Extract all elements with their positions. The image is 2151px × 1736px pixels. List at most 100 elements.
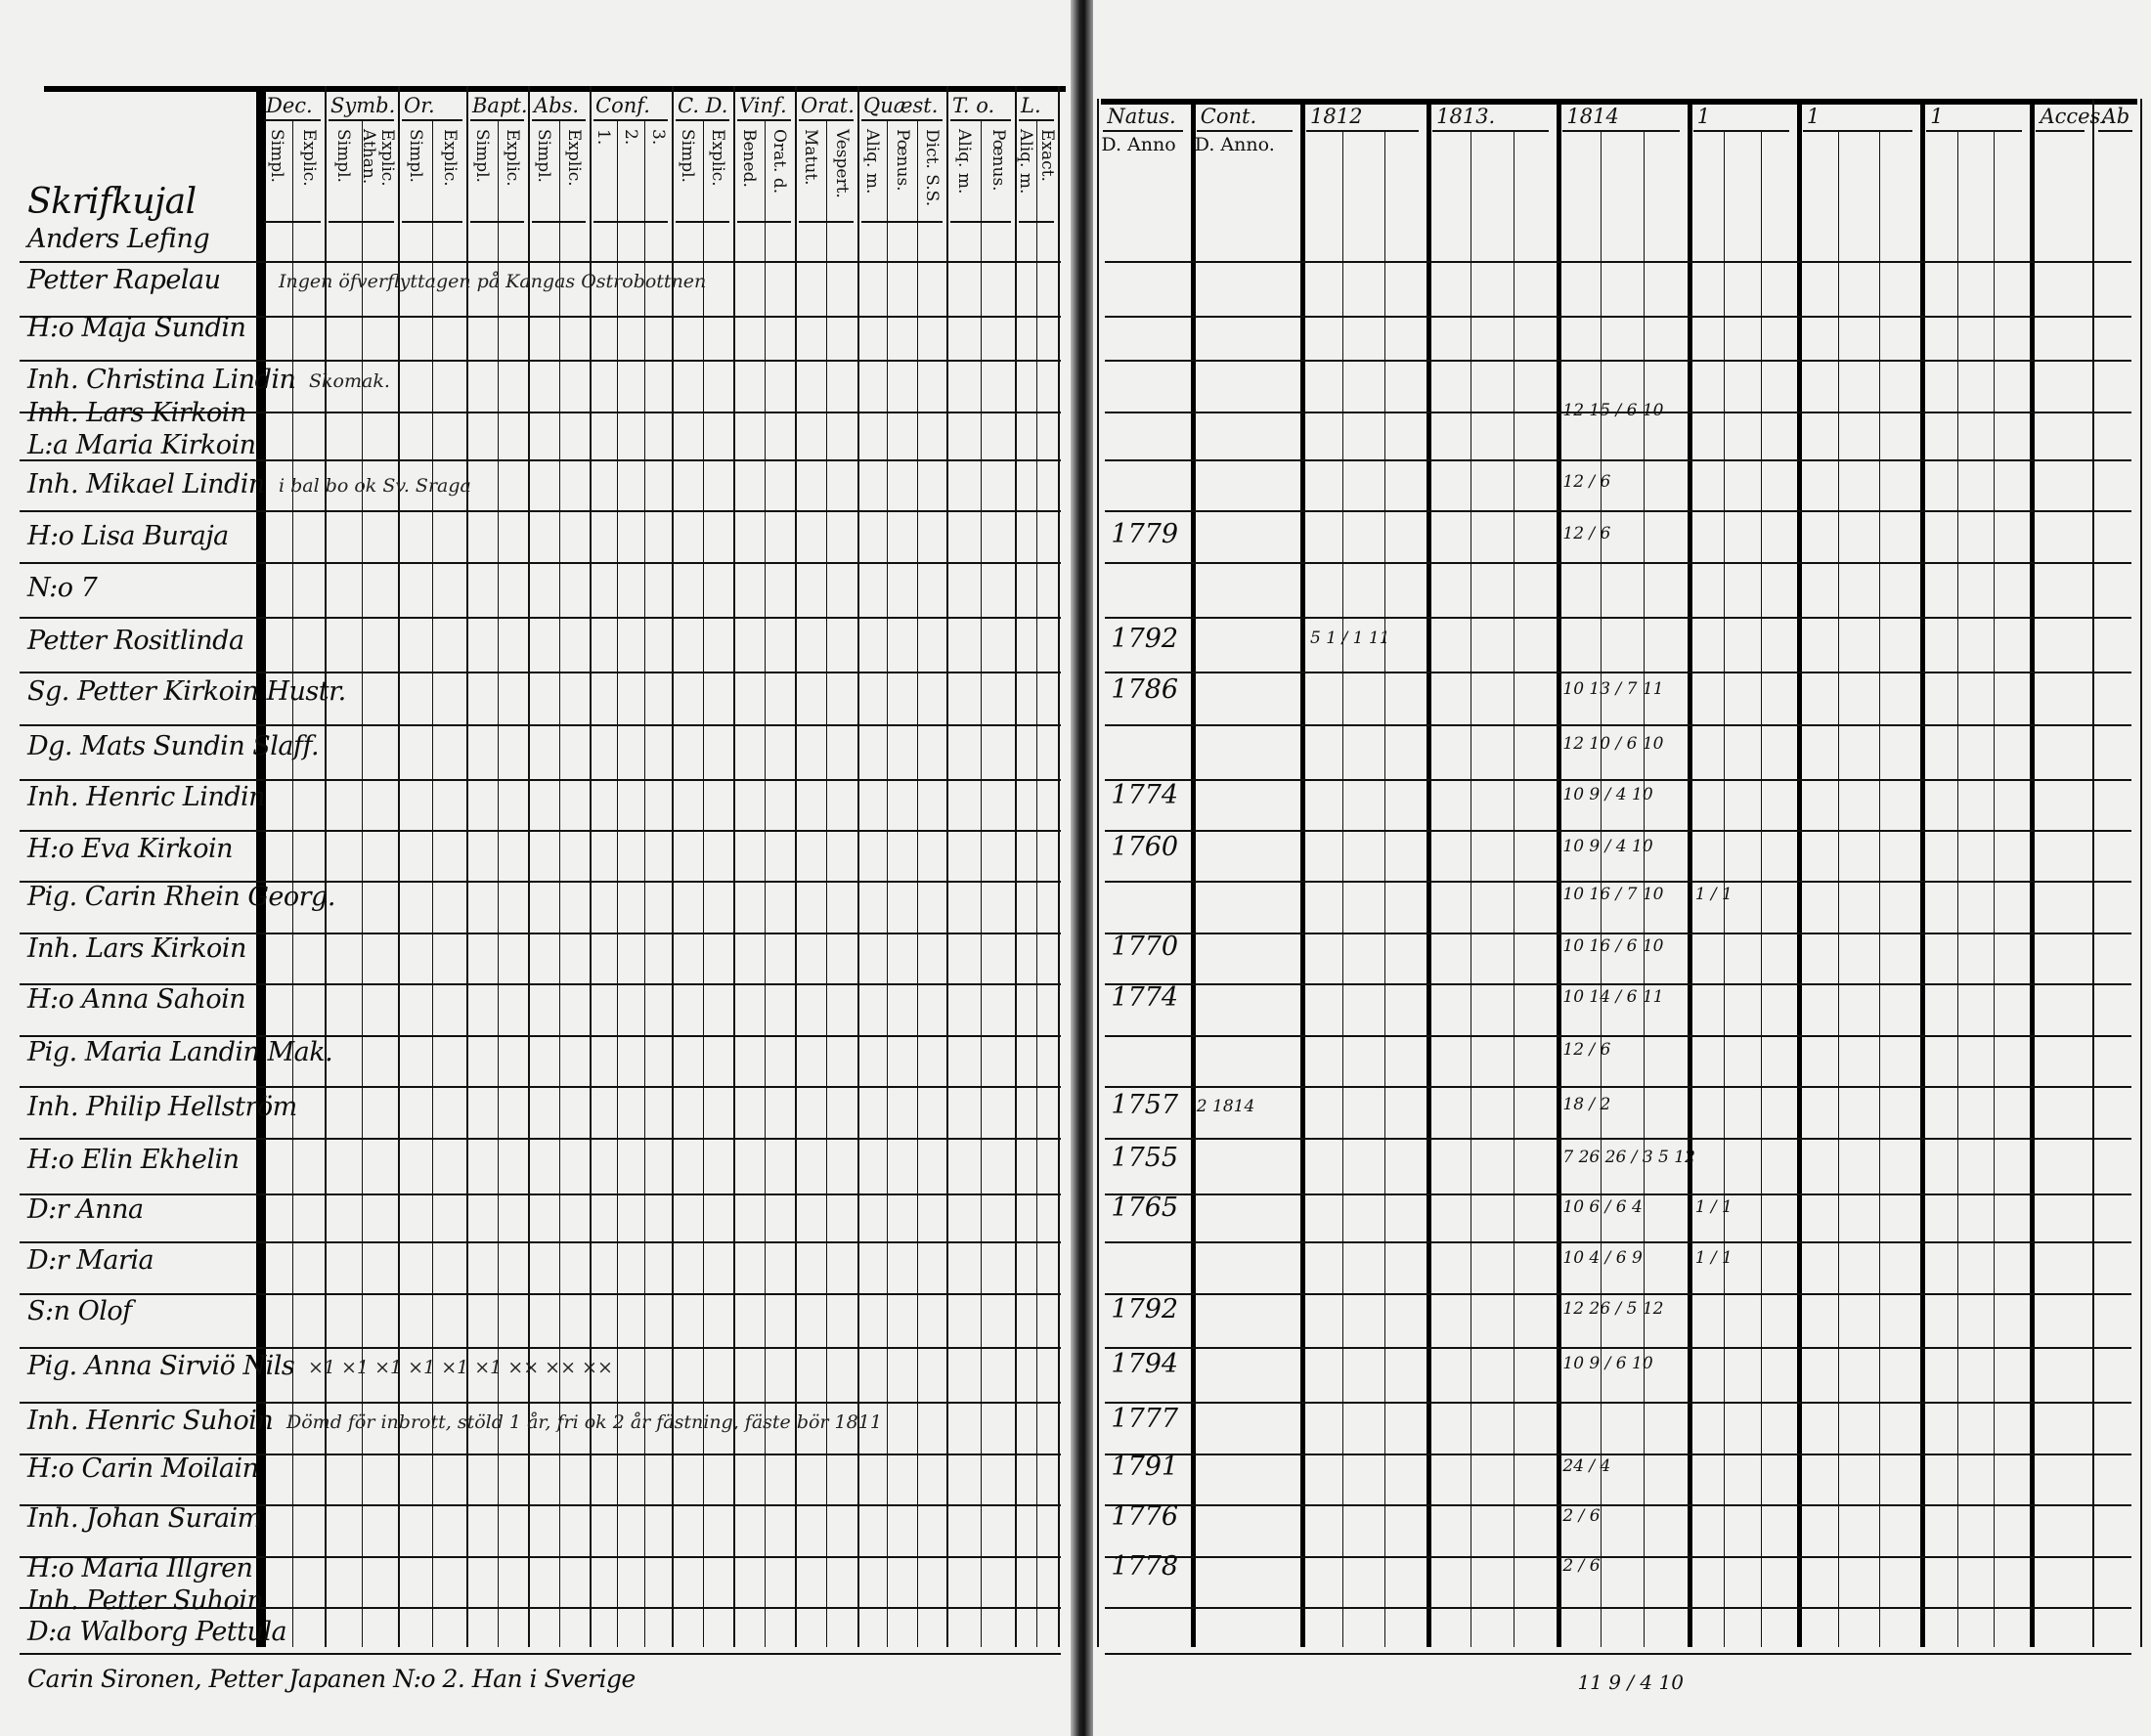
column-divider — [590, 86, 592, 1647]
row-rule — [20, 933, 1061, 935]
mark-1814: 10 13 / 7 11 — [1562, 678, 1664, 699]
row-rule — [1105, 411, 2131, 413]
column-subheader: D. Anno. — [1194, 134, 1275, 155]
register-name: Inh. Philip Hellström — [27, 1091, 297, 1122]
row-rule — [20, 359, 1061, 362]
subcolumn-divider — [292, 119, 293, 1647]
subcolumn-divider — [558, 119, 560, 1647]
column-subheader: 1. — [593, 129, 613, 146]
mark-1814: 12 10 / 6 10 — [1562, 733, 1664, 754]
register-name: N:o 7 — [27, 573, 98, 604]
register-name: H:o Eva Kirkoin — [27, 833, 233, 864]
column-subheader: 3. — [648, 129, 668, 146]
row-rule — [20, 1138, 1061, 1141]
birth-year: 1794 — [1111, 1348, 1179, 1379]
row-rule — [20, 1556, 1061, 1559]
row-rule — [1105, 1454, 2131, 1456]
column-subheader: Explic. — [503, 129, 522, 187]
mark-1814: 10 9 / 4 10 — [1562, 784, 1653, 804]
header-sub-rule — [1306, 130, 1420, 132]
column-subheader: Aliq. m. — [862, 129, 882, 195]
column-subheader: Vespert. — [832, 129, 852, 198]
subcolumn-divider — [764, 119, 766, 1647]
column-divider — [1058, 86, 1060, 1647]
column-divider — [672, 86, 674, 1647]
mark-1814: 10 6 / 6 4 — [1562, 1196, 1643, 1217]
subcolumn-divider — [1838, 132, 1840, 1647]
row-rule — [20, 1401, 1061, 1404]
column-header: T. o. — [952, 94, 995, 117]
row-rule — [20, 1086, 1061, 1089]
column-header: Ab — [2101, 105, 2130, 128]
register-name: Petter Rositlinda — [27, 625, 244, 656]
column-subheader: Simpl. — [534, 129, 553, 183]
subcolumn-divider — [916, 119, 918, 1647]
mark-1814: 10 4 / 6 9 — [1562, 1247, 1643, 1268]
subcolumn-divider — [432, 119, 433, 1647]
column-subheader: Orat. d. — [769, 129, 789, 195]
column-divider — [733, 86, 735, 1647]
column-subheader: 2. — [621, 129, 640, 146]
register-name: H:o Anna Sahoin — [27, 984, 246, 1016]
column-divider — [1097, 99, 1100, 1647]
row-rule — [1105, 1346, 2131, 1349]
mark-1814: 12 / 6 — [1562, 471, 1611, 492]
row-rule — [20, 617, 1061, 620]
mark-1814: 7 26 26 / 3 5 12 — [1562, 1148, 1695, 1168]
column-divider — [1557, 99, 1562, 1647]
subcolumn-divider — [702, 119, 704, 1647]
row-rule — [1105, 1193, 2131, 1195]
row-rule — [1105, 829, 2131, 832]
row-rule — [20, 315, 1061, 318]
row-rule — [1105, 1138, 2131, 1141]
mark-1814: 10 16 / 6 10 — [1562, 936, 1664, 957]
column-header: Vinf. — [739, 94, 787, 117]
register-name: D:r Anna — [27, 1194, 144, 1225]
register-name: Inh. Lars Kirkoin — [27, 933, 246, 965]
header-sub-rule — [2036, 130, 2085, 132]
header-sub-rule — [1802, 130, 1913, 132]
row-rule — [1105, 617, 2131, 620]
birth-year: 1786 — [1111, 673, 1179, 705]
row-annotation: Dömd för inbrott, stöld 1 år, fri ok 2 å… — [286, 1410, 882, 1433]
column-divider — [2091, 99, 2094, 1647]
row-rule — [1105, 562, 2131, 565]
column-divider — [398, 86, 400, 1647]
column-divider — [466, 86, 468, 1647]
register-name: D:r Maria — [27, 1244, 154, 1276]
register-name: Inh. Henric Lindin — [27, 781, 266, 812]
row-rule — [20, 829, 1061, 832]
column-header: L. — [1021, 94, 1041, 117]
row-rule — [1105, 880, 2131, 883]
header-sub-rule — [1692, 130, 1789, 132]
column-subheader: D. Anno — [1101, 134, 1176, 155]
subcolumn-divider — [497, 119, 499, 1647]
birth-year: 1792 — [1111, 1293, 1179, 1324]
column-header: Cont. — [1200, 105, 1257, 128]
column-divider — [1427, 99, 1432, 1647]
row-rule — [20, 1035, 1061, 1038]
row-rule — [1105, 1293, 2131, 1296]
mark-1814: 12 15 / 6 10 — [1562, 400, 1664, 420]
row-annotation: Ingen öfverflyttagen på Kangas Ostrobott… — [279, 270, 707, 292]
mark-1814: 18 / 2 — [1562, 1094, 1611, 1114]
column-divider — [1687, 99, 1692, 1647]
mark-1814: 10 14 / 6 11 — [1562, 987, 1664, 1008]
footer-mark: 11 9 / 4 10 — [1577, 1671, 1684, 1695]
row-rule — [1105, 982, 2131, 985]
birth-year: 1765 — [1111, 1192, 1179, 1223]
row-rule — [20, 1504, 1061, 1507]
column-header: Or. — [404, 94, 435, 117]
row-rule — [20, 260, 1061, 263]
row-annotation: Skomak. — [309, 370, 390, 393]
names-column-edge — [256, 86, 262, 1647]
book-binding — [1071, 0, 1093, 1736]
column-divider — [2139, 99, 2142, 1647]
header-sub-rule — [2097, 130, 2132, 132]
header-top-rule — [44, 86, 1066, 92]
mark-column-1: 1 / 1 — [1694, 1196, 1733, 1217]
birth-year: 1760 — [1111, 831, 1179, 862]
subcolumn-divider — [1600, 132, 1602, 1647]
column-divider — [1300, 99, 1306, 1647]
header-sub-rule — [1196, 130, 1294, 132]
